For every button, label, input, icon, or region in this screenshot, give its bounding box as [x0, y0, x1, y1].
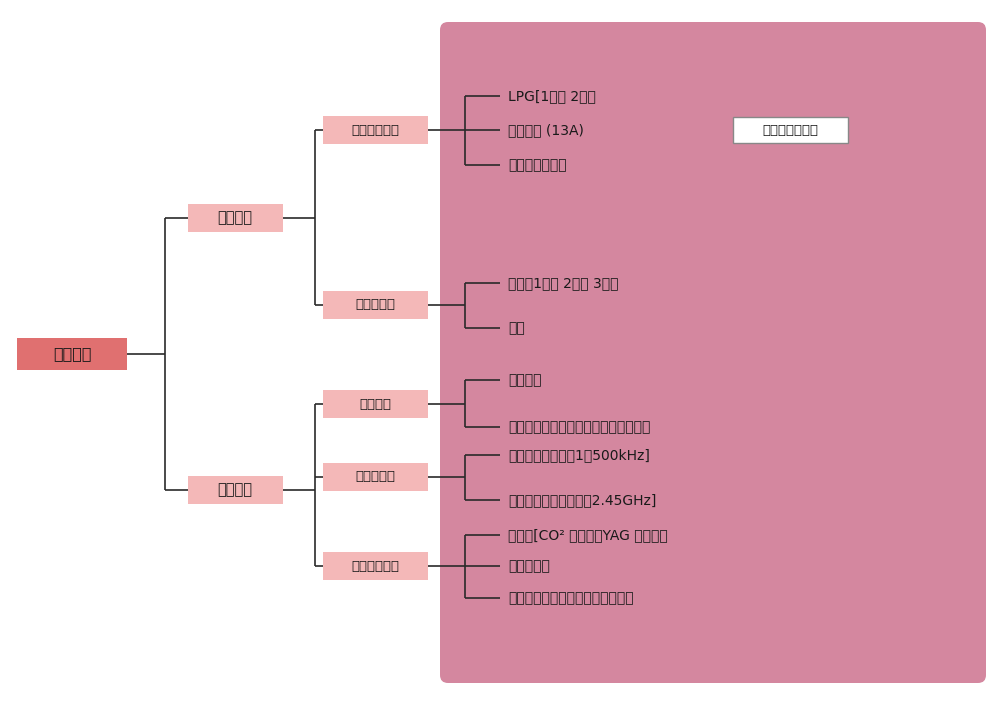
FancyBboxPatch shape: [440, 22, 986, 683]
Text: 電子ビーム: 電子ビーム: [508, 559, 550, 573]
Text: 加熱装置: 加熱装置: [53, 346, 91, 361]
FancyBboxPatch shape: [322, 390, 428, 418]
Text: LPG[1種、 2種］: LPG[1種、 2種］: [508, 89, 596, 103]
Text: 直接通電: 直接通電: [508, 373, 542, 387]
Text: 放電［アーク放電、グロー放電］: 放電［アーク放電、グロー放電］: [508, 591, 634, 605]
Text: ガス燃焼加熱: ガス燃焼加熱: [351, 124, 399, 136]
Text: 電磁波加熱: 電磁波加熱: [355, 470, 395, 484]
Text: 抗抗加熱: 抗抗加熱: [359, 397, 391, 411]
Text: その他の加熱: その他の加熱: [351, 559, 399, 573]
FancyBboxPatch shape: [322, 291, 428, 319]
Text: 【熱源の種類】: 【熱源の種類】: [762, 124, 818, 136]
Text: 高周波［周波数：1～500kHz]: 高周波［周波数：1～500kHz]: [508, 448, 650, 462]
Text: マイクロ波［周波数：2.45GHz]: マイクロ波［周波数：2.45GHz]: [508, 493, 656, 507]
Text: 重油［1種、 2種、 3種］: 重油［1種、 2種、 3種］: [508, 276, 618, 290]
Text: 燃焼加熱: 燃焼加熱: [218, 211, 252, 226]
FancyBboxPatch shape: [322, 116, 428, 144]
Text: レーザ[CO² レーザ、YAG レーザ］: レーザ[CO² レーザ、YAG レーザ］: [508, 528, 668, 542]
Text: 油燃焼加熱: 油燃焼加熱: [355, 298, 395, 312]
Text: 電気加熱: 電気加熱: [218, 482, 252, 498]
FancyBboxPatch shape: [322, 463, 428, 491]
FancyBboxPatch shape: [188, 476, 283, 504]
FancyBboxPatch shape: [188, 204, 283, 232]
FancyBboxPatch shape: [17, 338, 127, 370]
Text: 灯油: 灯油: [508, 321, 525, 335]
FancyBboxPatch shape: [322, 552, 428, 580]
Text: 都市ガス (13A): 都市ガス (13A): [508, 123, 584, 137]
FancyBboxPatch shape: [732, 117, 848, 143]
Text: 発熱体［金属発熱体、非金属発熱体］: 発熱体［金属発熱体、非金属発熱体］: [508, 420, 650, 434]
Text: アセチレンガス: アセチレンガス: [508, 158, 567, 172]
